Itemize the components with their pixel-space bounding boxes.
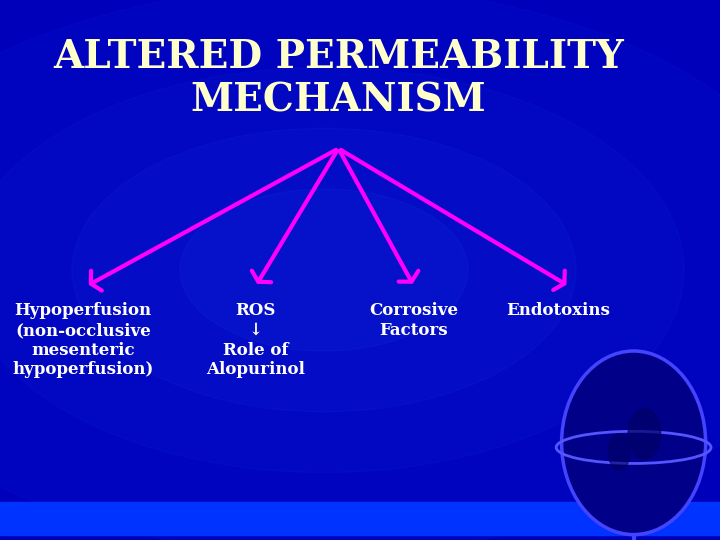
Text: ROS
↓
Role of
Alopurinol: ROS ↓ Role of Alopurinol [206, 302, 305, 378]
Text: Hypoperfusion
(non-occlusive
mesenteric
hypoperfusion): Hypoperfusion (non-occlusive mesenteric … [12, 302, 153, 378]
Ellipse shape [562, 351, 706, 535]
Text: Corrosive
Factors: Corrosive Factors [369, 302, 459, 339]
Bar [0, 502, 720, 535]
Ellipse shape [0, 68, 684, 472]
Ellipse shape [72, 128, 576, 411]
Text: ALTERED PERMEABILITY
MECHANISM: ALTERED PERMEABILITY MECHANISM [53, 38, 624, 120]
Text: Endotoxins: Endotoxins [506, 302, 610, 319]
Ellipse shape [180, 189, 468, 351]
Ellipse shape [608, 434, 630, 470]
Ellipse shape [628, 408, 661, 459]
